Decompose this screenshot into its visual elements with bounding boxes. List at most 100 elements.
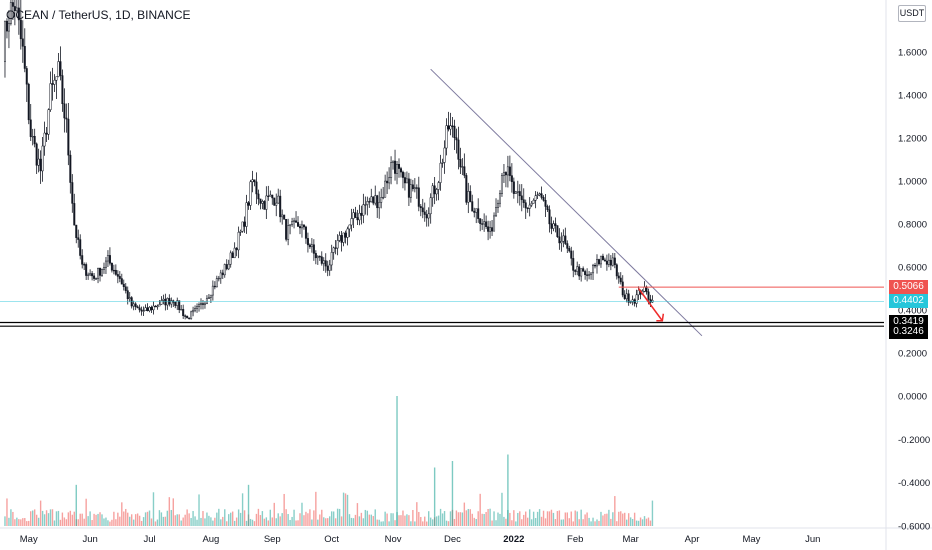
candle-down <box>609 259 612 266</box>
candle-up <box>489 227 492 232</box>
candle-up <box>209 294 212 298</box>
volume-bar <box>435 516 438 526</box>
candle-down <box>150 307 153 311</box>
candle-down <box>120 278 123 285</box>
volume-bar <box>639 517 642 526</box>
volume-bar <box>313 510 315 526</box>
volume-bar <box>129 516 131 526</box>
volume-bar <box>168 497 171 526</box>
time-tick-label: Sep <box>264 534 281 545</box>
volume-bar <box>162 516 165 526</box>
candle-up <box>362 204 365 216</box>
volume-bar <box>487 509 489 526</box>
candle-down <box>615 264 618 277</box>
volume-tick-label: 0.0000 <box>898 392 927 403</box>
candle-up <box>607 259 610 265</box>
candle-down <box>75 224 78 238</box>
volume-bar <box>437 515 440 526</box>
candle-down <box>457 139 460 160</box>
candle-down <box>469 191 472 202</box>
volume-bar <box>629 517 632 526</box>
volume-bar <box>511 520 513 526</box>
volume-bar <box>233 520 236 526</box>
volume-bar <box>93 513 95 526</box>
candle-down <box>285 219 288 240</box>
volume-bar <box>259 515 262 526</box>
candle-up <box>528 204 531 209</box>
volume-bar <box>534 518 537 526</box>
volume-bar <box>364 509 367 526</box>
candle-down <box>61 75 64 105</box>
volume-bar <box>420 517 422 526</box>
volume-bar <box>550 509 553 526</box>
volume-bar <box>416 502 418 526</box>
candle-up <box>37 158 40 166</box>
volume-bar <box>317 519 319 526</box>
candle-down <box>360 212 363 216</box>
volume-bar <box>295 520 297 526</box>
volume-bar <box>28 520 30 526</box>
volume-bar <box>26 521 28 526</box>
time-tick-label: Jun <box>82 534 97 545</box>
volume-bar <box>358 516 361 526</box>
candle-up <box>215 278 218 288</box>
candle-up <box>148 307 151 312</box>
volume-bar <box>71 514 73 526</box>
unit-selector[interactable]: USDT <box>898 5 926 22</box>
volume-bar <box>354 514 357 526</box>
candle-up <box>552 223 555 229</box>
candle-down <box>354 212 357 218</box>
volume-bar <box>483 514 485 526</box>
volume-bar <box>127 512 129 526</box>
candle-up <box>328 264 331 271</box>
candle-up <box>144 307 147 311</box>
candle-up <box>435 189 438 195</box>
volume-bar <box>424 516 426 526</box>
candle-down <box>415 187 418 189</box>
candle-up <box>364 204 367 206</box>
candle-down <box>586 274 589 276</box>
volume-bar <box>281 513 283 526</box>
candle-up <box>396 164 399 174</box>
time-tick-label: Nov <box>385 534 402 545</box>
volume-bar <box>257 508 260 526</box>
volume-bar <box>402 510 404 526</box>
candle-down <box>154 305 157 308</box>
candle-up <box>580 268 583 277</box>
volume-bar <box>431 519 434 526</box>
volume-bar <box>123 511 125 526</box>
volume-bar <box>635 520 638 526</box>
candle-up <box>198 304 201 307</box>
volume-bar <box>226 521 228 526</box>
volume-bar <box>540 516 543 526</box>
volume-bar <box>513 510 515 526</box>
candle-down <box>487 226 490 232</box>
candle-down <box>417 187 420 207</box>
volume-bar <box>121 502 123 526</box>
volume-bar <box>441 513 444 526</box>
volume-bar <box>299 513 301 526</box>
candle-up <box>506 166 509 176</box>
candle-up <box>275 202 278 206</box>
volume-bar <box>475 518 477 526</box>
volume-bar <box>160 512 163 526</box>
volume-bar <box>32 510 34 526</box>
candle-down <box>578 266 581 277</box>
candle-down <box>372 196 375 204</box>
volume-tick-label: -0.4000 <box>898 478 930 489</box>
candle-up <box>190 311 193 319</box>
candle-down <box>178 300 181 311</box>
volume-bar <box>297 520 299 526</box>
candle-up <box>87 274 90 276</box>
volume-bar <box>170 509 172 526</box>
candle-down <box>271 194 274 199</box>
candle-down <box>394 160 397 174</box>
volume-bar <box>600 511 602 526</box>
volume-spike <box>247 484 250 526</box>
volume-bar <box>325 518 327 526</box>
volume-bar <box>560 519 563 526</box>
volume-bar <box>4 516 6 526</box>
candle-up <box>441 162 444 164</box>
price-tick-label: 1.0000 <box>898 177 927 188</box>
